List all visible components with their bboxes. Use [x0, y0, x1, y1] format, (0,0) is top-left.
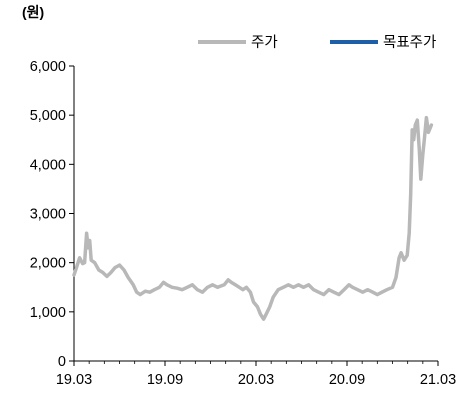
series-line-주가 [72, 115, 434, 321]
y-tick-label: 1,000 [30, 305, 66, 321]
y-tick-label: 6,000 [30, 59, 66, 75]
x-axis: 19.03 19.09 20.03 20.09 21.03 [56, 360, 456, 388]
plot-area [72, 115, 434, 321]
y-tick-label: 4,000 [30, 157, 66, 173]
x-tick-label: 19.03 [56, 372, 92, 388]
y-tick-label: 3,000 [30, 207, 66, 223]
y-tick-label: 5,000 [30, 108, 66, 124]
legend-label: 주가 [251, 34, 278, 51]
legend-label: 목표주가 [383, 34, 436, 51]
chart-legend: 주가 목표주가 [198, 34, 436, 51]
x-tick-label: 19.09 [147, 372, 183, 388]
x-tick-label: 20.09 [329, 372, 365, 388]
y-tick-label: 2,000 [30, 256, 66, 272]
x-tick-label: 21.03 [420, 372, 456, 388]
y-tick-label: 0 [58, 354, 66, 370]
y-axis: 0 1,000 2,000 3,000 4,000 5,000 6,000 [30, 59, 75, 370]
y-axis-unit-label: (원) [22, 4, 45, 20]
x-tick-label: 20.03 [238, 372, 274, 388]
